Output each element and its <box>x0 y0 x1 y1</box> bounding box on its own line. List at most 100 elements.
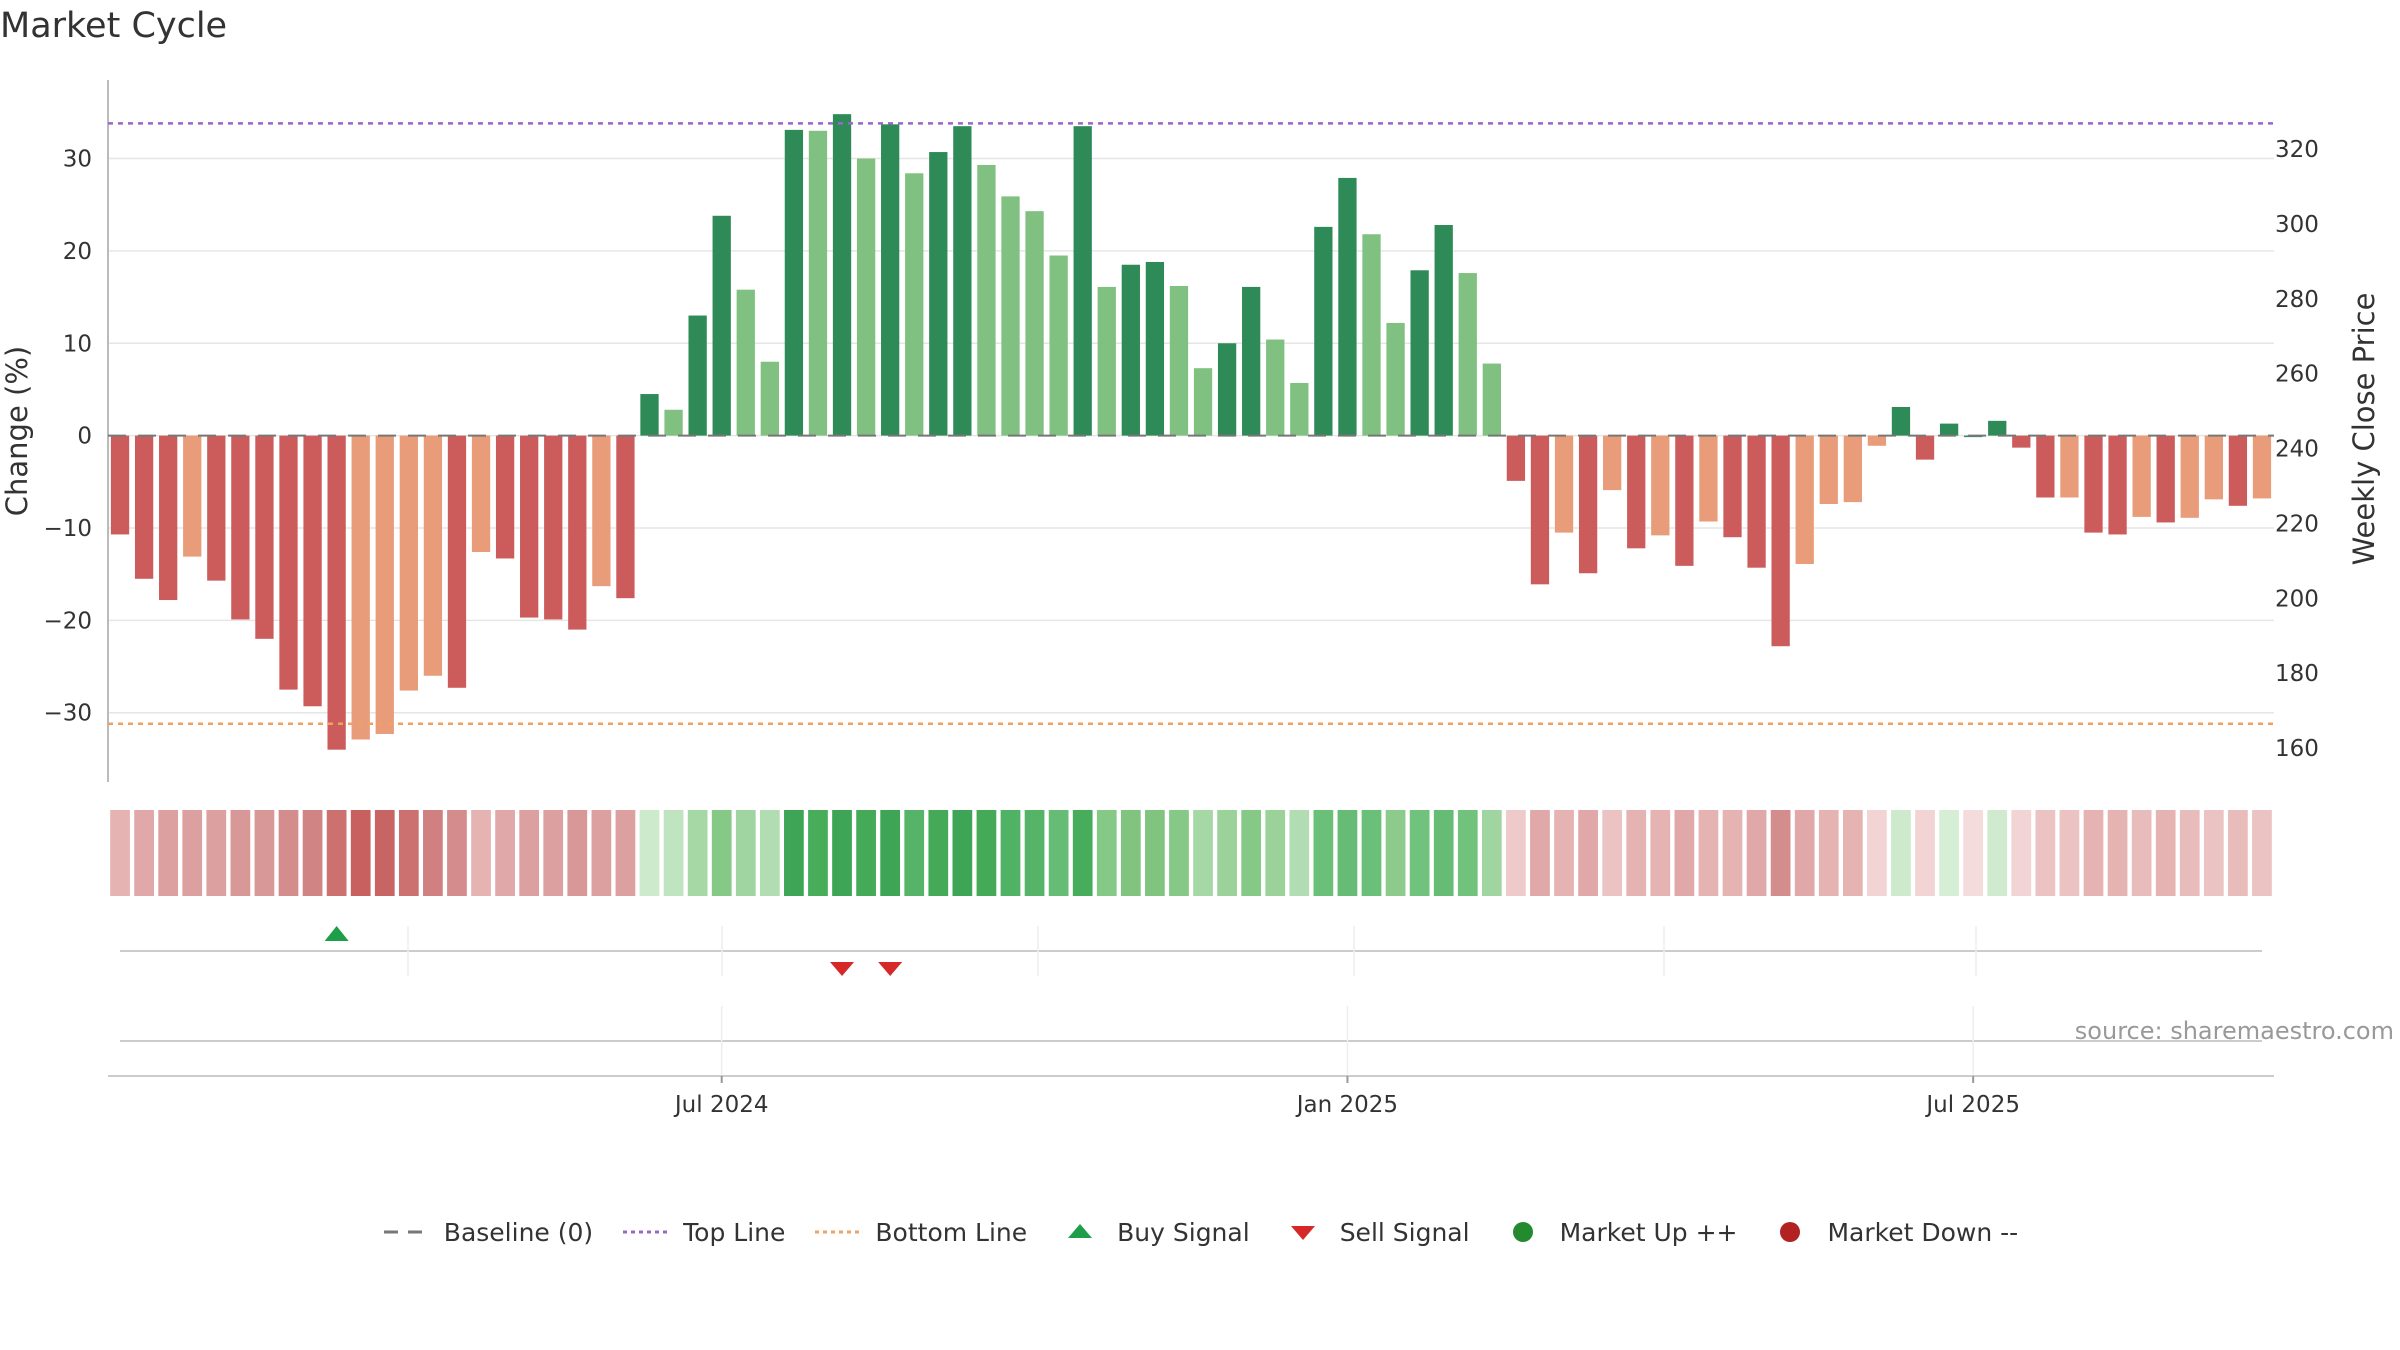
heatmap-cell <box>1193 810 1213 896</box>
heatmap-cell <box>182 810 203 896</box>
heatmap-cell <box>110 810 130 896</box>
bar <box>110 435 130 535</box>
heatmap-cell <box>1794 810 1815 896</box>
y-left-tick-label: 0 <box>77 424 92 450</box>
y-left-tick-label: −20 <box>43 608 92 634</box>
bar <box>1266 339 1285 436</box>
bar <box>2204 435 2223 500</box>
bar <box>1169 285 1189 436</box>
bar <box>640 394 659 436</box>
bar <box>664 409 683 436</box>
y-left-tick-label: −10 <box>43 516 92 542</box>
heatmap-cell <box>711 810 732 896</box>
bar <box>1121 264 1140 436</box>
heatmap-cell <box>1722 810 1743 896</box>
legend-symbol-buy <box>1068 1224 1093 1238</box>
sell-signal-marker <box>830 962 855 976</box>
bar <box>1819 435 1838 504</box>
bar <box>808 130 828 436</box>
legend-symbol-down <box>1780 1222 1801 1242</box>
heatmap-cell <box>880 810 901 896</box>
legend-label-down: Market Down -- <box>1827 1217 2019 1247</box>
heatmap-cell <box>1602 810 1623 896</box>
x-tick-label: Jul 2025 <box>1924 1092 2020 1118</box>
y-left-tick-label: 10 <box>63 331 92 357</box>
x-tick-label: Jul 2024 <box>673 1092 769 1118</box>
bar <box>881 124 900 436</box>
bar <box>1867 435 1887 446</box>
heatmap-cell <box>350 810 371 896</box>
heatmap-cell <box>928 810 949 896</box>
y-right-tick-label: 260 <box>2275 362 2319 388</box>
bar <box>1193 368 1213 436</box>
heatmap-cell <box>1048 810 1069 896</box>
bar <box>760 361 779 436</box>
legend-label-top: Top Line <box>683 1217 786 1247</box>
bar <box>592 435 611 587</box>
legend-label-sell: Sell Signal <box>1339 1217 1470 1247</box>
heatmap-cell <box>1554 810 1574 896</box>
legend-symbol-baseline <box>383 1230 430 1234</box>
buy-signal-marker <box>324 926 349 941</box>
y-right-tick-label: 180 <box>2275 661 2319 687</box>
heatmap-cell <box>808 810 828 896</box>
bar <box>568 435 587 630</box>
bar <box>375 435 394 734</box>
bar <box>183 435 202 557</box>
bar <box>1843 435 1862 503</box>
legend-item-up: Market Up ++ <box>1498 1217 1737 1247</box>
bar <box>1434 225 1453 436</box>
y-right-tick-label: 320 <box>2275 137 2319 163</box>
heatmap-cell <box>1169 810 1189 896</box>
bar <box>1891 406 1911 436</box>
heatmap-cell <box>687 810 708 896</box>
heatmap-cell <box>1506 810 1526 896</box>
heatmap-cell <box>856 810 876 896</box>
heatmap-cell <box>1698 810 1719 896</box>
heatmap-strip <box>110 810 2272 896</box>
bar <box>1506 435 1526 481</box>
bar <box>1651 435 1670 536</box>
heatmap-cell <box>832 810 852 896</box>
heatmap-cell <box>759 810 780 896</box>
heatmap-cell <box>495 810 515 896</box>
bar <box>1386 322 1405 436</box>
bar <box>953 126 972 436</box>
bar <box>1097 286 1116 436</box>
bar <box>1723 435 1742 538</box>
bar <box>1242 286 1261 436</box>
heatmap-cell <box>615 810 636 896</box>
heatmap-cell <box>1337 810 1358 896</box>
bar <box>1073 126 1092 436</box>
bar <box>2060 435 2079 498</box>
bar <box>1699 435 1718 522</box>
heatmap-cell <box>567 810 588 896</box>
bar <box>2084 435 2103 533</box>
bar <box>520 435 539 618</box>
bar <box>1530 435 1550 585</box>
legend-item-top: Top Line <box>621 1217 785 1247</box>
heatmap-cell <box>1000 810 1021 896</box>
bar <box>2012 435 2031 448</box>
heatmap-cell <box>519 810 540 896</box>
legend-item-buy: Buy Signal <box>1055 1217 1250 1247</box>
bar <box>2108 435 2127 535</box>
legend-item-down: Market Down -- <box>1765 1217 2018 1247</box>
heatmap-cell <box>976 810 997 896</box>
source-label: source: sharemaestro.com <box>2074 1017 2394 1045</box>
bar <box>1338 177 1357 436</box>
heatmap-cell <box>1891 810 1911 896</box>
bar <box>1795 435 1814 565</box>
bar <box>1771 435 1790 647</box>
bar <box>1314 226 1333 436</box>
y-left-tick-label: −30 <box>43 701 92 727</box>
heatmap-cell <box>423 810 443 896</box>
heatmap-cell <box>1963 810 1984 896</box>
heatmap-cell <box>1626 810 1647 896</box>
heatmap-cell <box>1578 810 1598 896</box>
heatmap-cell <box>1289 810 1310 896</box>
heatmap-cell <box>398 810 419 896</box>
bar <box>1049 255 1068 436</box>
bar <box>1458 273 1477 436</box>
heatmap-cell <box>2011 810 2032 896</box>
